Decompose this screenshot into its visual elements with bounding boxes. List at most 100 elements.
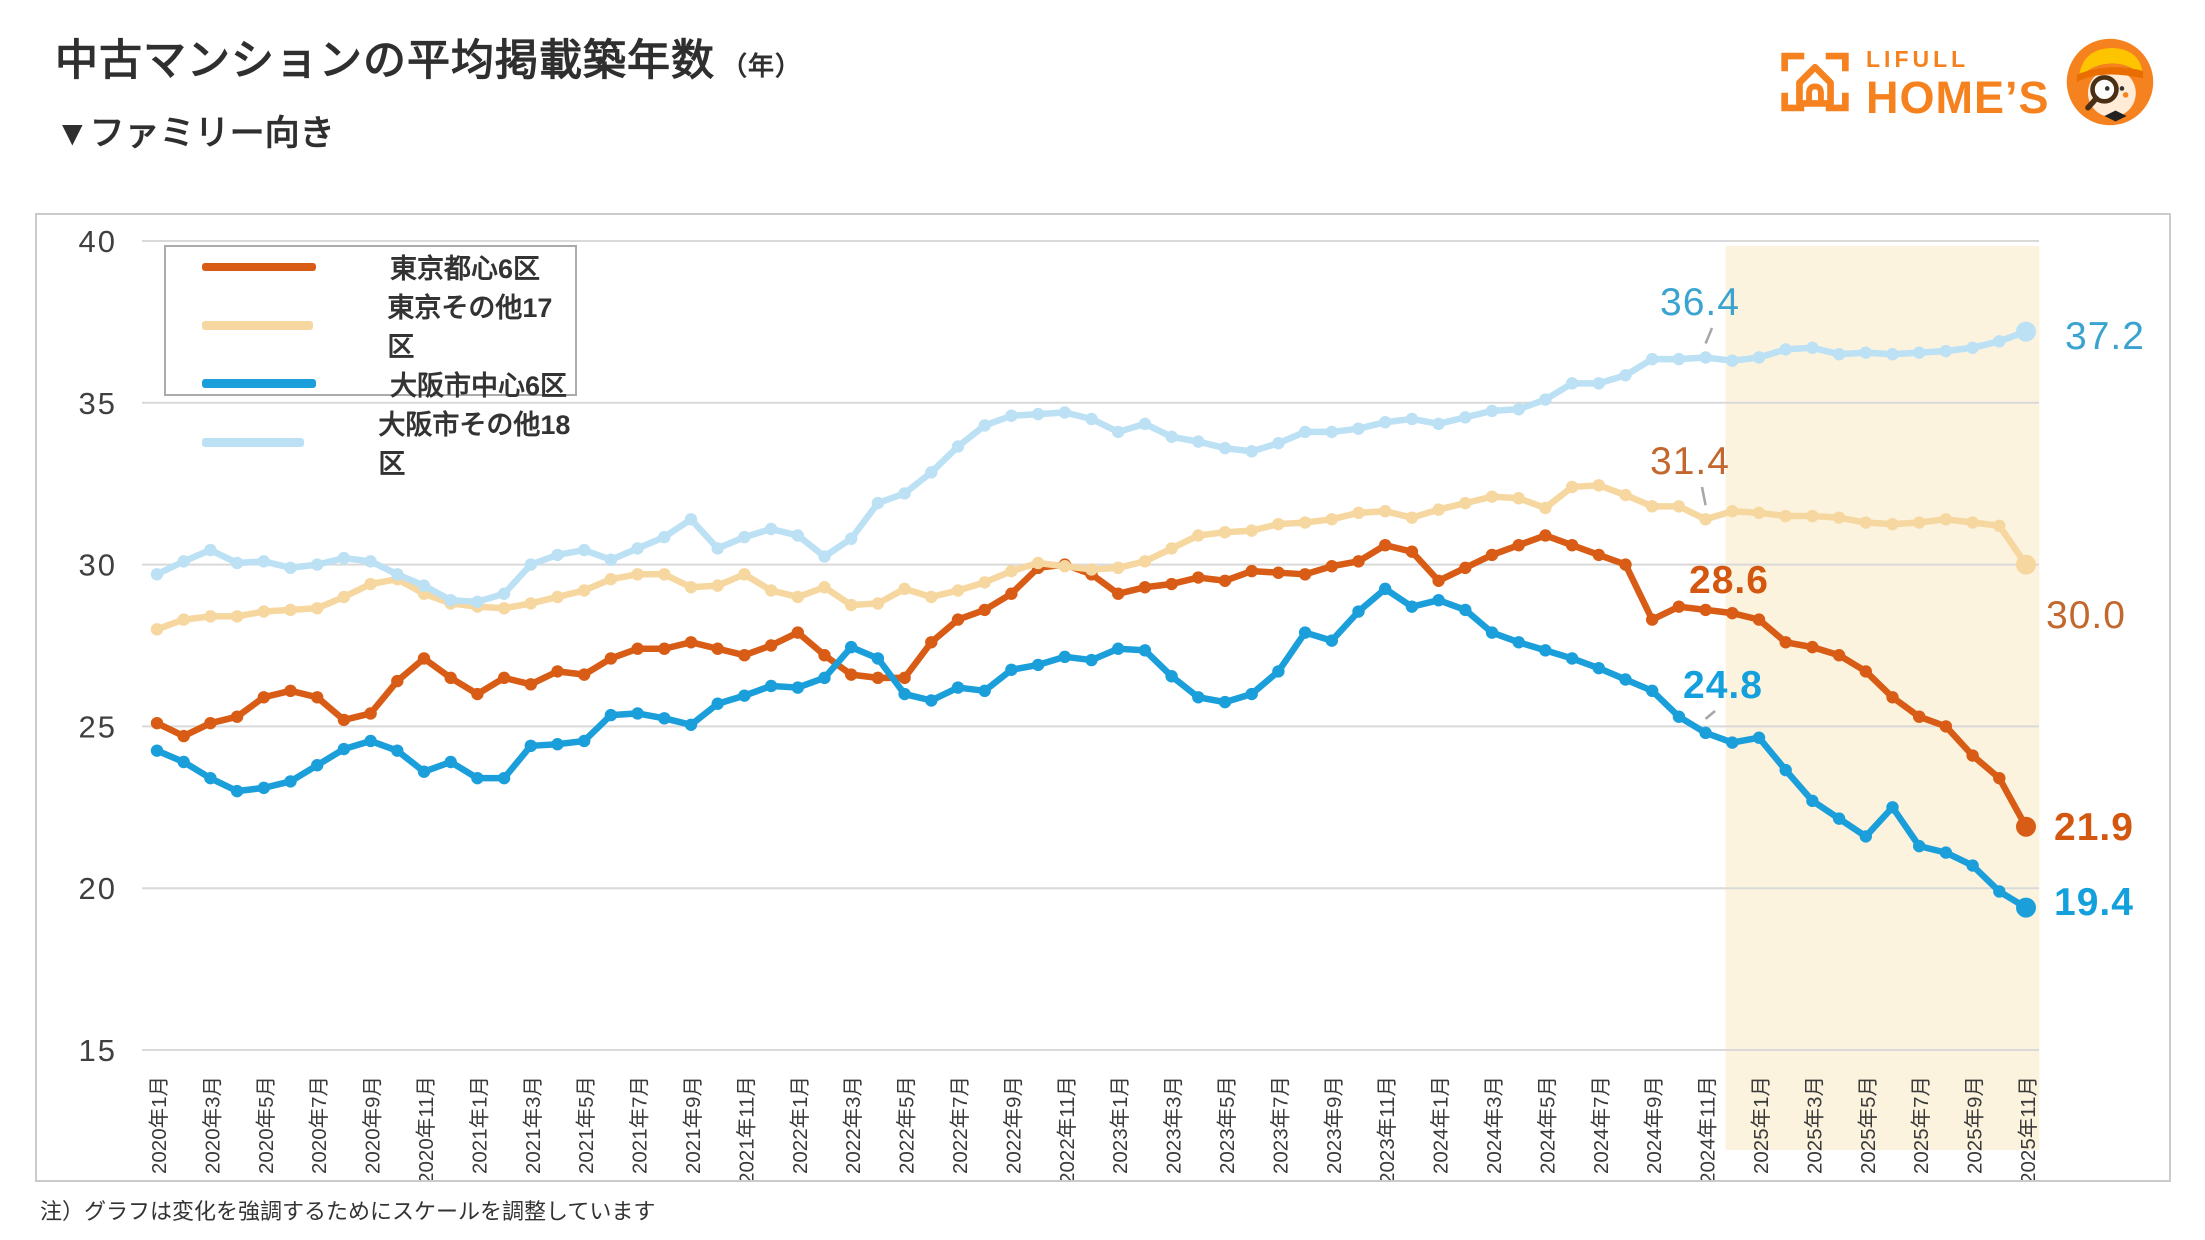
series-point <box>1592 377 1606 390</box>
series-point <box>1325 513 1339 526</box>
series-point <box>1726 606 1739 620</box>
series-point <box>1218 441 1232 455</box>
series-point <box>391 744 404 757</box>
chart-plot: 40 35 30 25 20 15 2020年1月 2020年3月 2020年5月 2020年7月… <box>79 224 2040 1180</box>
series-point <box>337 713 351 727</box>
series-point <box>1832 511 1846 524</box>
x-tick-label: 2022年7月 <box>949 1076 972 1174</box>
series-point <box>1192 691 1205 704</box>
series-point <box>1272 517 1285 531</box>
series-point <box>497 602 511 615</box>
legend-item-1: 東京その他17区 <box>166 286 575 364</box>
series-point <box>764 522 778 536</box>
series-point <box>1112 425 1125 439</box>
series-point <box>1539 529 1552 542</box>
series-point <box>284 775 297 788</box>
x-tick-label: 2022年5月 <box>896 1076 919 1174</box>
series-point <box>444 755 457 769</box>
series-point <box>1112 561 1125 575</box>
series-point <box>1512 636 1525 649</box>
series-endpoint-3 <box>2016 321 2036 342</box>
y-tick-label: 20 <box>79 871 117 906</box>
series-point <box>578 668 591 681</box>
series-point <box>230 610 244 623</box>
x-tick-label: 2020年11月 <box>415 1076 438 1180</box>
footnote: 注）グラフは変化を強調するためにスケールを調整しています <box>40 1199 656 1224</box>
series-point <box>1459 561 1472 575</box>
series-point <box>738 530 751 544</box>
annotation-leader-line <box>1700 486 1707 506</box>
series-point <box>658 712 671 725</box>
series-point <box>1298 516 1312 529</box>
series-point <box>604 652 618 665</box>
series-point <box>177 613 190 626</box>
series-point <box>364 707 377 720</box>
x-tick-label: 2021年1月 <box>468 1076 491 1174</box>
series-point <box>978 603 991 617</box>
series-point <box>925 694 938 707</box>
series-point <box>1859 830 1873 843</box>
logo-wordmark: LIFULL HOME’S <box>1866 48 2050 121</box>
series-point <box>524 597 537 610</box>
y-tick-label: 40 <box>79 224 117 259</box>
series-point <box>925 466 938 479</box>
series-point <box>871 597 885 610</box>
series-point <box>684 513 698 526</box>
series-point <box>711 579 724 592</box>
series-point <box>1192 529 1205 542</box>
data-label-37.2: 37.2 <box>2065 315 2145 358</box>
series-point <box>230 784 244 798</box>
legend-label: 大阪市中心6区 <box>390 371 568 401</box>
series-point <box>497 671 511 685</box>
series-point <box>1832 649 1846 662</box>
data-label-19.4: 19.4 <box>2054 881 2134 924</box>
x-tick-label: 2024年7月 <box>1590 1076 1613 1174</box>
series-point <box>1005 663 1018 676</box>
legend-label: 大阪市その他18区 <box>378 410 571 479</box>
series-point <box>1138 417 1152 431</box>
series-point <box>818 649 831 662</box>
annotation-leader-line <box>1704 327 1714 344</box>
series-point <box>1886 348 1899 361</box>
series-point <box>951 584 965 597</box>
series-point <box>1939 344 1953 358</box>
series-point <box>1779 343 1792 356</box>
series-point <box>364 555 377 568</box>
series-point <box>311 558 324 571</box>
series-point <box>1165 542 1178 555</box>
data-label-28.6: 28.6 <box>1689 559 1769 602</box>
series-point <box>925 636 938 649</box>
series-point <box>524 558 537 571</box>
series-point <box>578 734 591 748</box>
series-point <box>1112 642 1125 655</box>
data-label-30.0: 30.0 <box>2046 594 2126 637</box>
series-point <box>1646 613 1659 626</box>
series-point <box>497 587 511 600</box>
series-point <box>1993 519 2006 532</box>
series-point <box>364 734 377 748</box>
series-point <box>1806 794 1819 808</box>
series-endpoint-2 <box>2016 897 2036 918</box>
series-point <box>1512 403 1525 416</box>
x-tick-label: 2025年3月 <box>1803 1076 1826 1174</box>
series-point <box>257 781 270 795</box>
series-point <box>578 543 591 557</box>
series-point <box>1966 341 1979 354</box>
data-label-21.9: 21.9 <box>2054 806 2134 849</box>
series-point <box>871 671 885 685</box>
series-point <box>1913 346 1926 359</box>
x-tick-label: 2021年9月 <box>682 1076 705 1174</box>
series-point <box>818 550 831 563</box>
series-point <box>631 542 644 555</box>
series-point <box>1512 538 1525 552</box>
x-tick-label: 2025年7月 <box>1910 1076 1933 1174</box>
series-point <box>1726 736 1739 749</box>
series-point <box>177 555 190 568</box>
series-point <box>1752 613 1766 626</box>
chart-legend: 東京都心6区 東京その他17区 大阪市中心6区 大阪市その他18区 <box>164 245 577 479</box>
x-tick-label: 2022年3月 <box>842 1076 865 1174</box>
series-point <box>1485 626 1499 639</box>
series-point <box>1379 416 1392 429</box>
x-tick-label: 2020年5月 <box>255 1076 278 1174</box>
series-point <box>1405 600 1419 613</box>
